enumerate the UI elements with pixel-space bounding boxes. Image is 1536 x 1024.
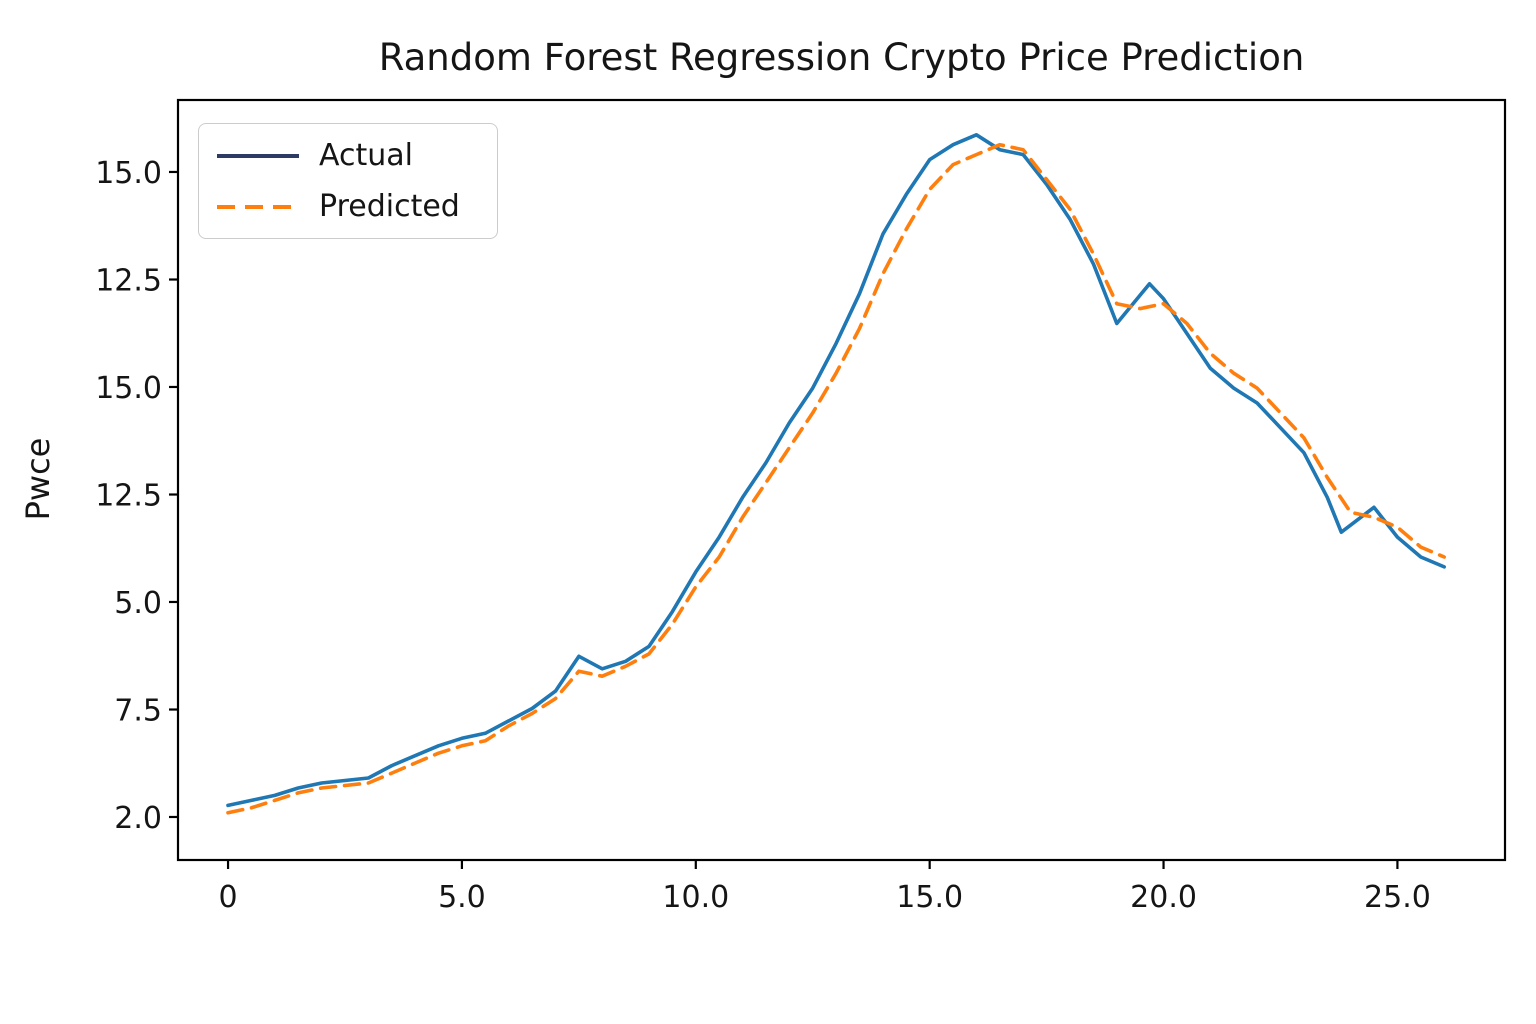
series-line-actual xyxy=(226,133,1446,808)
y-tick-label: 2.0 xyxy=(114,801,162,836)
y-tick-label: 15.0 xyxy=(95,156,162,191)
x-tick-label: 10.0 xyxy=(662,880,729,915)
legend-label-actual: Actual xyxy=(319,138,413,173)
legend-label-predicted: Predicted xyxy=(319,189,460,224)
actual-line-sample-icon xyxy=(217,153,299,158)
series-line-predicted xyxy=(226,142,1446,815)
legend-entry-predicted: Predicted xyxy=(217,189,479,224)
y-tick-label: 12.5 xyxy=(95,479,162,514)
x-tick-label: 25.0 xyxy=(1364,880,1431,915)
predicted-line-sample-icon xyxy=(217,204,299,209)
x-tick-label: 20.0 xyxy=(1130,880,1197,915)
y-tick-label: 7.5 xyxy=(114,694,162,729)
x-tick-label: 15.0 xyxy=(896,880,963,915)
x-tick-label: 5.0 xyxy=(438,880,486,915)
legend-entry-actual: Actual xyxy=(217,138,479,173)
y-tick-label: 15.0 xyxy=(95,371,162,406)
y-tick-label: 12.5 xyxy=(95,264,162,299)
plot-frame xyxy=(176,98,1507,862)
y-tick-label: 5.0 xyxy=(114,586,162,621)
chart-title: Random Forest Regression Crypto Price Pr… xyxy=(378,36,1305,79)
x-tick-label: 0 xyxy=(219,880,238,915)
legend: Actual Predicted xyxy=(198,123,498,239)
